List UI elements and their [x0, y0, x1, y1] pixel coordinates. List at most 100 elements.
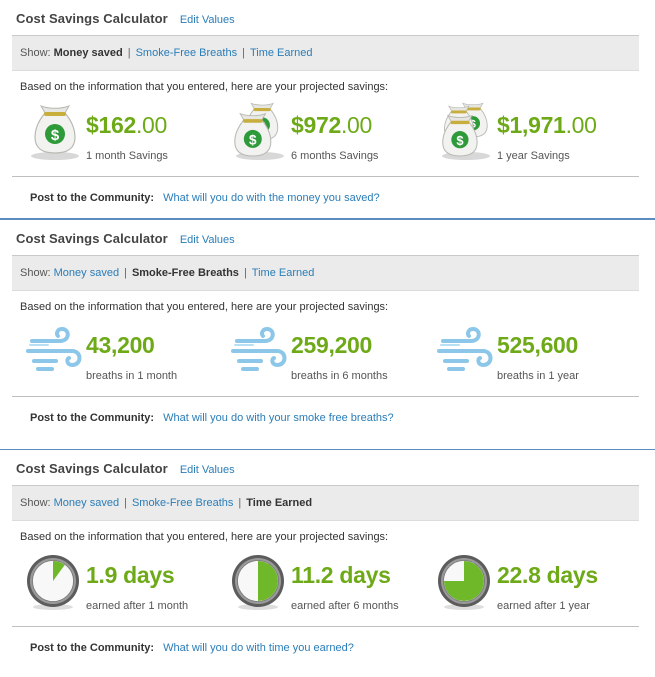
stat-caption: breaths in 6 months [291, 370, 388, 382]
stat-main-value: 22.8 days [497, 562, 598, 588]
stat-cents: .00 [135, 112, 168, 138]
money-bag-icon: $ [26, 101, 84, 161]
savings-stat: $ $ $972.00 6 months Savings [231, 101, 431, 169]
post-label: Post to the Community: [30, 412, 155, 424]
divider: | [238, 497, 242, 509]
stat-cents: .00 [565, 112, 597, 138]
panel-header: Cost Savings Calculator Edit Values [16, 461, 235, 479]
show-label: Show: [20, 47, 51, 59]
option-smoke-free-breaths[interactable]: Smoke-Free Breaths [131, 497, 234, 509]
savings-stat: 259,200 breaths in 6 months [231, 321, 431, 389]
panel-separator [0, 218, 655, 220]
panel-header: Cost Savings Calculator Edit Values [16, 231, 235, 249]
divider-line [12, 396, 639, 397]
stat-value: $162.00 [86, 112, 167, 139]
post-label: Post to the Community: [30, 642, 155, 654]
money-bag-icon: $ $ $ [437, 101, 495, 161]
community-post-link[interactable]: What will you do with time you earned? [163, 642, 354, 654]
stat-value: $972.00 [291, 112, 372, 139]
wind-breath-icon [26, 321, 84, 381]
stat-value: 259,200 [291, 332, 372, 359]
edit-values-link[interactable]: Edit Values [179, 14, 235, 26]
panel-title: Cost Savings Calculator [16, 11, 168, 26]
savings-stat: 22.8 days earned after 1 year [437, 551, 637, 619]
divider-line [12, 626, 639, 627]
edit-values-link[interactable]: Edit Values [179, 234, 235, 246]
panel-separator [0, 449, 655, 450]
stat-value: 1.9 days [86, 562, 175, 589]
stat-caption: 1 year Savings [497, 150, 570, 162]
show-label: Show: [20, 267, 51, 279]
divider: | [127, 47, 131, 59]
show-filter-bar: Show: Money saved | Smoke-Free Breaths | Tim… [12, 485, 639, 521]
option-money-saved[interactable]: Money saved [53, 497, 120, 509]
divider: | [242, 47, 245, 59]
stat-value: $1,971.00 [497, 112, 597, 139]
stat-main-value: 1.9 days [86, 562, 175, 588]
show-filter-bar: Show: Money saved | Smoke-Free Breaths | Tim… [12, 255, 639, 291]
stat-main-value: 525,600 [497, 332, 579, 358]
calculator-panel: Cost Savings Calculator Edit Values Show… [0, 450, 655, 677]
option-smoke-free-breaths[interactable]: Smoke-Free Breaths [131, 267, 239, 279]
stat-value: 43,200 [86, 332, 155, 359]
stat-caption: earned after 1 year [497, 600, 590, 612]
wind-breath-icon [437, 321, 495, 381]
option-time-earned[interactable]: Time Earned [249, 47, 313, 59]
intro-text: Based on the information that you entere… [20, 531, 389, 543]
show-filter-bar: Show: Money saved | Smoke-Free Breaths | Tim… [12, 35, 639, 71]
panel-header: Cost Savings Calculator Edit Values [16, 11, 235, 29]
option-money-saved[interactable]: Money saved [53, 267, 120, 279]
calculator-panel: Cost Savings Calculator Edit Values Show… [0, 220, 655, 450]
savings-stat: 525,600 breaths in 1 year [437, 321, 637, 389]
community-post-link[interactable]: What will you do with your smoke free br… [163, 412, 394, 424]
divider: | [243, 267, 247, 279]
savings-stat: 11.2 days earned after 6 months [231, 551, 431, 619]
savings-stat: $ $ $ $1,971.00 1 year Savings [437, 101, 637, 169]
stat-caption: breaths in 1 year [497, 370, 579, 382]
stat-main-value: 11.2 days [291, 562, 391, 588]
savings-stat: 43,200 breaths in 1 month [26, 321, 226, 389]
post-to-community: Post to the Community: What will you do … [30, 412, 394, 424]
clock-icon [231, 551, 289, 611]
post-to-community: Post to the Community: What will you do … [30, 642, 354, 654]
stat-cents: .00 [340, 112, 373, 138]
intro-text: Based on the information that you entere… [20, 301, 389, 313]
stat-main-value: $1,971 [497, 112, 566, 138]
option-money-saved[interactable]: Money saved [53, 47, 123, 59]
stat-main-value: $972 [291, 112, 341, 138]
panel-title: Cost Savings Calculator [16, 231, 168, 246]
stat-caption: breaths in 1 month [86, 370, 178, 382]
divider-line [12, 176, 639, 177]
stat-caption: earned after 1 month [86, 600, 189, 612]
stat-caption: 6 months Savings [291, 150, 379, 162]
svg-text:$: $ [51, 127, 60, 144]
divider: | [124, 497, 127, 509]
svg-text:$: $ [249, 132, 257, 147]
option-time-earned[interactable]: Time Earned [246, 497, 313, 509]
stat-main-value: 43,200 [86, 332, 155, 358]
option-smoke-free-breaths[interactable]: Smoke-Free Breaths [135, 47, 238, 59]
clock-icon [26, 551, 84, 611]
calculator-panel: Cost Savings Calculator Edit Values Show… [0, 0, 655, 220]
wind-breath-icon [231, 321, 289, 381]
savings-stat: $ $162.00 1 month Savings [26, 101, 226, 169]
option-time-earned[interactable]: Time Earned [251, 267, 315, 279]
community-post-link[interactable]: What will you do with the money you save… [163, 192, 380, 204]
stat-caption: earned after 6 months [291, 600, 399, 612]
stat-value: 525,600 [497, 332, 578, 359]
post-label: Post to the Community: [30, 192, 155, 204]
panel-title: Cost Savings Calculator [16, 461, 168, 476]
stat-value: 22.8 days [497, 562, 598, 589]
edit-values-link[interactable]: Edit Values [179, 464, 235, 476]
savings-stat: 1.9 days earned after 1 month [26, 551, 226, 619]
show-label: Show: [20, 497, 51, 509]
intro-text: Based on the information that you entere… [20, 81, 389, 93]
stat-caption: 1 month Savings [86, 150, 168, 162]
stat-value: 11.2 days [291, 562, 391, 589]
stat-main-value: $162 [86, 112, 136, 138]
post-to-community: Post to the Community: What will you do … [30, 192, 380, 204]
stat-main-value: 259,200 [291, 332, 373, 358]
divider: | [124, 267, 127, 279]
svg-text:$: $ [456, 133, 463, 148]
clock-icon [437, 551, 495, 611]
